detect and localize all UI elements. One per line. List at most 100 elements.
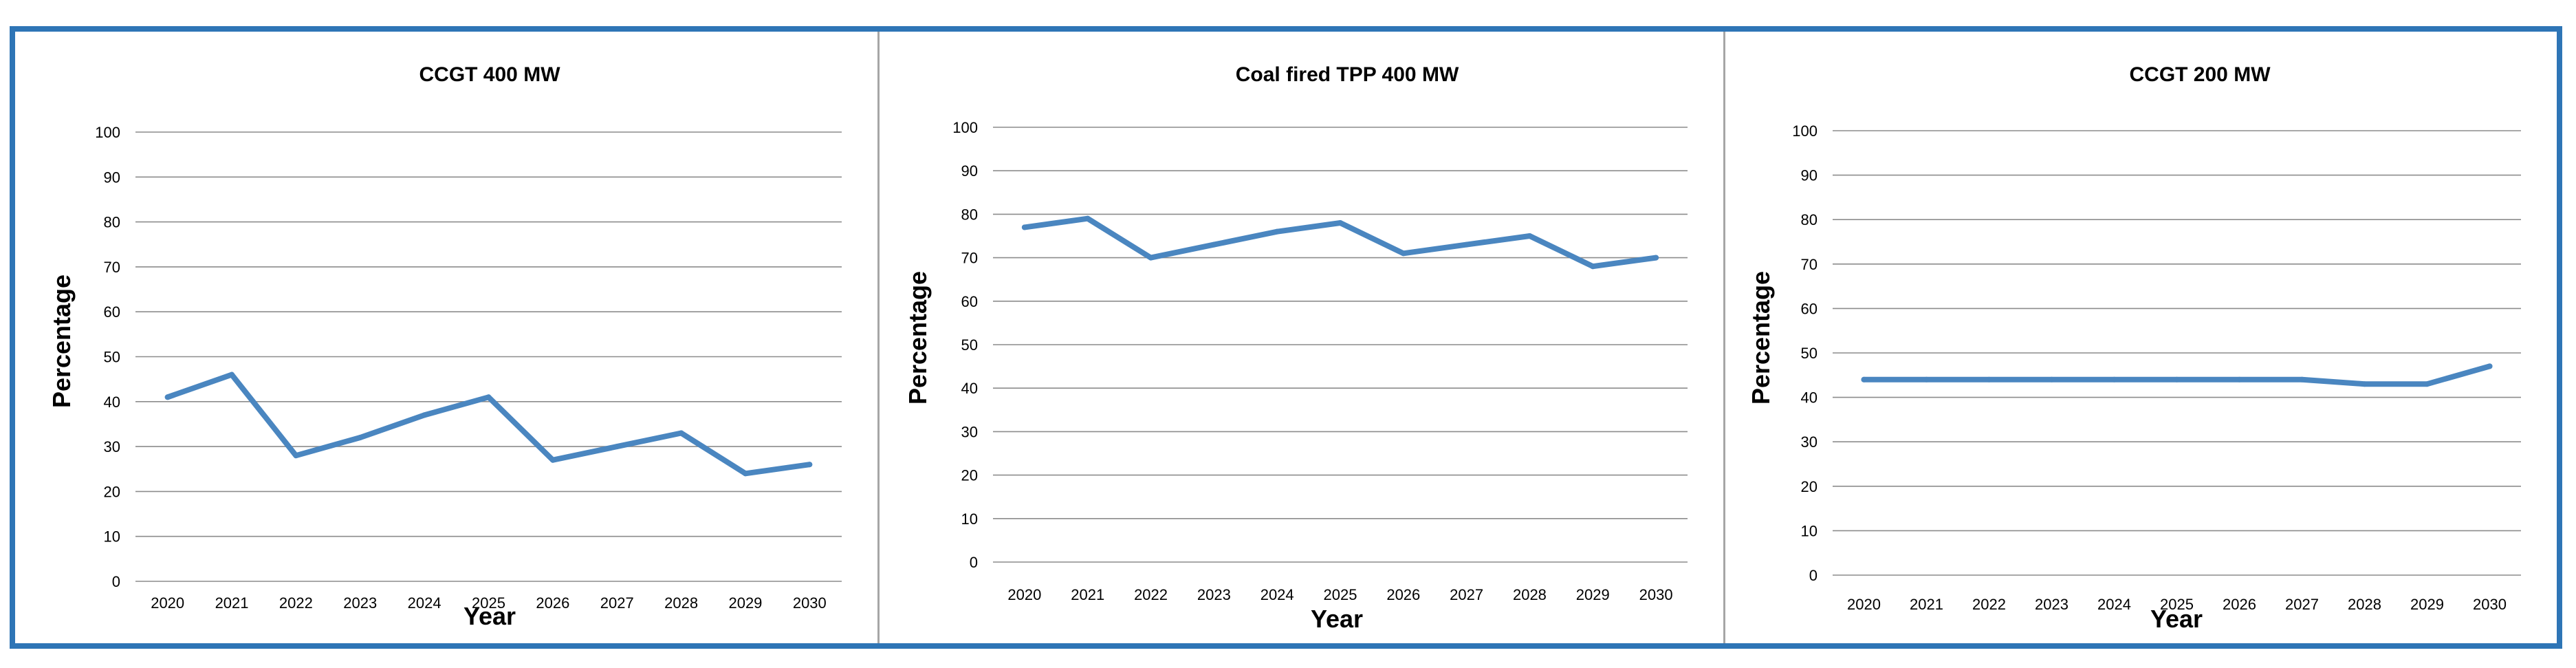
data-point bbox=[2424, 381, 2430, 387]
x-tick-label: 2023 bbox=[2035, 596, 2069, 613]
x-tick-label: 2028 bbox=[664, 594, 698, 612]
x-tick-label: 2030 bbox=[793, 594, 827, 612]
y-tick-label: 70 bbox=[104, 259, 120, 276]
data-point bbox=[1986, 376, 1992, 383]
series-line bbox=[1021, 215, 1659, 270]
y-tick-label: 100 bbox=[1792, 122, 1818, 140]
y-tick-label: 90 bbox=[961, 162, 978, 180]
x-tick-label: 2024 bbox=[408, 594, 441, 612]
data-point bbox=[1021, 224, 1027, 230]
y-tick-label: 20 bbox=[104, 483, 120, 500]
y-tick-label: 40 bbox=[104, 394, 120, 411]
series-line bbox=[164, 371, 813, 477]
x-tick-label: 2028 bbox=[2348, 596, 2381, 613]
chart-panel-3: CCGT 200 MW 0 10 20 30 40 50 60 70 80 90 100 2020 2… bbox=[1725, 32, 2557, 643]
data-point bbox=[1923, 376, 1930, 383]
x-tick-label: 2024 bbox=[1260, 586, 1294, 603]
y-tick-label: 30 bbox=[104, 438, 120, 455]
chart-panel-2: Coal fired TPP 400 MW 0 10 20 30 40 50 60 70 80 9… bbox=[880, 32, 1723, 643]
data-point bbox=[164, 394, 171, 400]
y-tick-label: 20 bbox=[1801, 478, 1818, 495]
data-point bbox=[1590, 263, 1596, 270]
y-tick-label: 100 bbox=[952, 119, 978, 136]
y-tick-label: 90 bbox=[1801, 167, 1818, 184]
data-point bbox=[2487, 363, 2493, 369]
panel-divider bbox=[877, 32, 880, 643]
x-tick-label: 2022 bbox=[279, 594, 313, 612]
data-point bbox=[1338, 220, 1343, 226]
x-tick-label: 2021 bbox=[1910, 596, 1943, 613]
y-tick-label: 80 bbox=[1801, 211, 1818, 228]
y-tick-label: 100 bbox=[95, 124, 120, 141]
data-point bbox=[1148, 255, 1154, 261]
x-tick-label: 2025 bbox=[1324, 586, 1357, 603]
y-tick-label: 70 bbox=[961, 250, 978, 267]
x-tick-label: 2023 bbox=[1197, 586, 1231, 603]
data-point bbox=[1400, 250, 1406, 257]
y-tick-label: 40 bbox=[961, 380, 978, 397]
chart-title: CCGT 400 MW bbox=[419, 63, 560, 86]
y-axis-label: Percentage bbox=[1747, 271, 1775, 405]
y-tick-label: 50 bbox=[104, 349, 120, 366]
x-tick-label: 2026 bbox=[1386, 586, 1420, 603]
y-tick-label: 30 bbox=[1801, 433, 1818, 451]
y-tick-label: 10 bbox=[1801, 522, 1818, 539]
data-point bbox=[614, 444, 620, 450]
chart-title: CCGT 200 MW bbox=[2129, 63, 2271, 86]
x-tick-label: 2026 bbox=[536, 594, 569, 612]
y-tick-label: 0 bbox=[970, 554, 978, 571]
y-tick-label: 50 bbox=[961, 336, 978, 354]
x-tick-label: 2024 bbox=[2097, 596, 2131, 613]
x-tick-label: 2029 bbox=[728, 594, 762, 612]
y-tick-label: 0 bbox=[1809, 567, 1818, 584]
data-point bbox=[1653, 255, 1659, 261]
x-tick-label: 2029 bbox=[2410, 596, 2444, 613]
y-tick-label: 10 bbox=[104, 528, 120, 546]
x-tick-label: 2020 bbox=[1007, 586, 1041, 603]
y-axis-label: Percentage bbox=[47, 274, 76, 408]
data-point bbox=[1211, 241, 1217, 248]
data-point bbox=[1463, 241, 1470, 248]
x-tick-label: 2022 bbox=[1972, 596, 2006, 613]
y-tick-label: 60 bbox=[1801, 300, 1818, 317]
data-point bbox=[229, 371, 235, 378]
data-point bbox=[357, 435, 363, 441]
data-point bbox=[422, 412, 428, 418]
x-tick-label: 2025 bbox=[2160, 596, 2194, 613]
y-tick-label: 60 bbox=[961, 293, 978, 310]
y-tick-label: 70 bbox=[1801, 256, 1818, 273]
y-tick-label: 10 bbox=[961, 510, 978, 528]
y-tick-label: 50 bbox=[1801, 345, 1818, 362]
data-point bbox=[2299, 376, 2305, 383]
x-tick-label: 2020 bbox=[151, 594, 184, 612]
x-tick-label: 2027 bbox=[2285, 596, 2319, 613]
data-point bbox=[2049, 376, 2055, 383]
x-tick-label: 2027 bbox=[1450, 586, 1483, 603]
x-axis-label: Year bbox=[463, 602, 516, 630]
y-tick-label: 40 bbox=[1801, 389, 1818, 407]
x-tick-label: 2020 bbox=[1847, 596, 1881, 613]
data-point bbox=[1527, 233, 1533, 239]
chart-title: Coal fired TPP 400 MW bbox=[1236, 63, 1459, 86]
x-tick-label: 2022 bbox=[1134, 586, 1168, 603]
data-point bbox=[2111, 376, 2117, 383]
data-point bbox=[678, 430, 684, 436]
x-tick-label: 2021 bbox=[1071, 586, 1104, 603]
x-tick-label: 2030 bbox=[2473, 596, 2507, 613]
data-point bbox=[807, 462, 813, 468]
y-tick-label: 0 bbox=[112, 573, 120, 590]
data-point bbox=[485, 394, 492, 400]
y-tick-label: 80 bbox=[961, 206, 978, 223]
y-axis-label: Percentage bbox=[904, 271, 932, 405]
y-tick-label: 90 bbox=[104, 169, 120, 186]
x-tick-label: 2029 bbox=[1576, 586, 1610, 603]
y-tick-label: 20 bbox=[961, 467, 978, 484]
x-axis-label: Year bbox=[2150, 605, 2203, 633]
x-axis-label: Year bbox=[1311, 605, 1363, 633]
x-tick-label: 2028 bbox=[1513, 586, 1547, 603]
chart-frame: CCGT 400 MW 0 10 20 30 40 50 60 70 80 90 100 2020 2… bbox=[10, 26, 2562, 649]
y-tick-label: 80 bbox=[104, 214, 120, 231]
data-point bbox=[1861, 376, 1867, 383]
data-point bbox=[1084, 215, 1091, 222]
